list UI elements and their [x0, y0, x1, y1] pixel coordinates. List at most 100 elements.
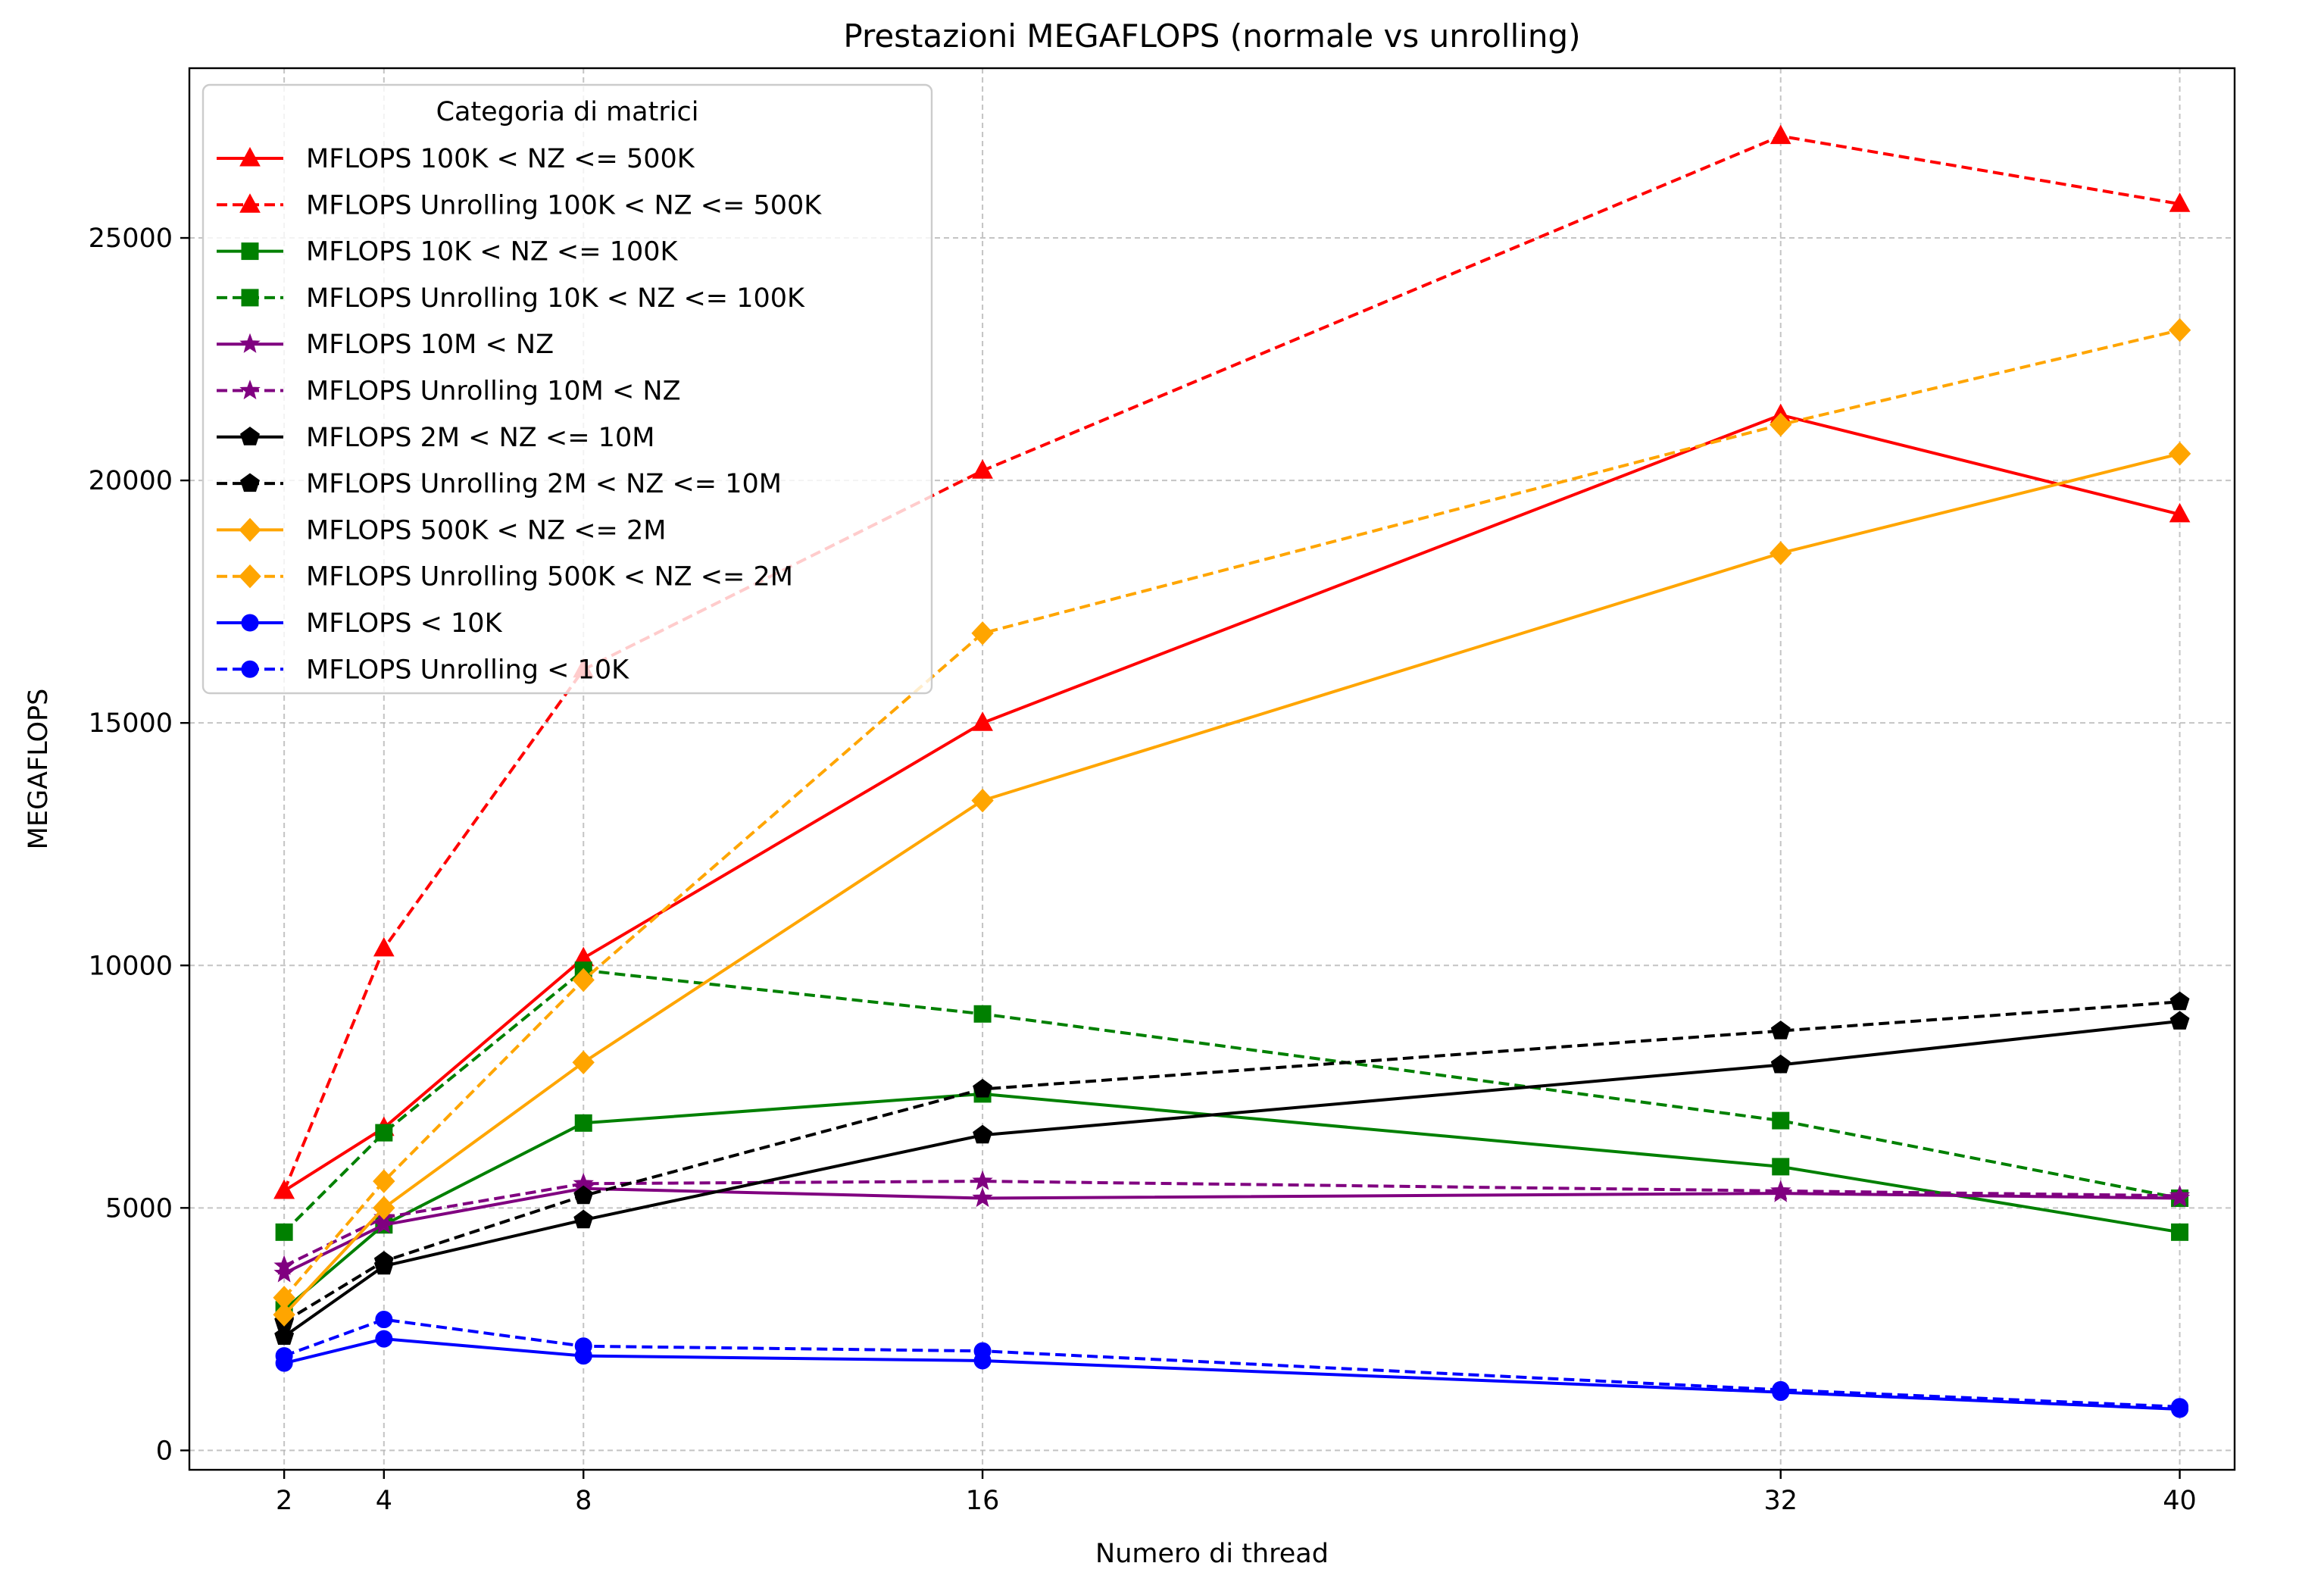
data-point	[2169, 1011, 2190, 1030]
legend-label: MFLOPS Unrolling 10M < NZ	[306, 377, 681, 407]
data-point	[2169, 502, 2191, 523]
data-point	[273, 1302, 295, 1327]
series-line	[283, 1092, 2180, 1311]
data-point	[973, 1078, 992, 1098]
series-line	[283, 328, 2181, 1299]
data-point	[1770, 412, 1792, 437]
axes: 2 4 8 16 32 40 0 5000 10000 15000 20000 25000	[89, 224, 2197, 1516]
x-tick-label: 16	[966, 1486, 1000, 1516]
data-point	[973, 1342, 992, 1360]
legend-marker	[241, 242, 259, 261]
series-line	[283, 1318, 2180, 1408]
legend-entry: MFLOPS 2M < NZ <= 10M	[217, 423, 654, 453]
legend-entry: MFLOPS Unrolling 500K < NZ <= 2M	[217, 562, 793, 592]
data-point	[1770, 541, 1792, 565]
legend-label: MFLOPS Unrolling < 10K	[306, 655, 629, 685]
legend-box	[201, 83, 933, 695]
y-tick-label: 25000	[89, 224, 173, 254]
data-point	[1770, 1054, 1791, 1074]
data-point	[375, 1330, 393, 1348]
legend-entry: MFLOPS 10K < NZ <= 100K	[217, 237, 679, 267]
data-point	[373, 936, 395, 957]
legend-entry: MFLOPS Unrolling 10K < NZ <= 100K	[217, 283, 805, 314]
legend-label: MFLOPS 10M < NZ	[306, 330, 554, 360]
series-mflops-unrolling-2m-nz-10m	[274, 991, 2190, 1330]
legend-marker	[239, 380, 261, 400]
data-point	[1772, 1111, 1790, 1130]
legend-entry: MFLOPS < 10K	[217, 608, 503, 639]
data-point	[973, 1124, 992, 1144]
series-line	[283, 1186, 2180, 1275]
data-point	[1770, 1021, 1791, 1039]
data-point	[2171, 1398, 2189, 1416]
legend-marker	[239, 517, 261, 542]
data-point	[972, 1187, 993, 1208]
series-line	[283, 452, 2181, 1316]
data-point	[574, 1337, 592, 1355]
x-tick-label: 32	[1763, 1486, 1798, 1516]
data-point	[972, 1170, 993, 1190]
y-tick-label: 5000	[105, 1193, 173, 1224]
data-point	[573, 1185, 594, 1205]
legend-label: MFLOPS 100K < NZ <= 500K	[306, 144, 695, 174]
legend-marker	[241, 289, 259, 307]
legend-marker	[239, 333, 261, 353]
x-tick-label: 40	[2163, 1486, 2197, 1516]
data-point	[275, 1347, 293, 1365]
data-point	[1772, 1158, 1790, 1176]
legend-label: MFLOPS < 10K	[306, 608, 503, 639]
data-point	[573, 1209, 594, 1229]
data-point	[2169, 991, 2190, 1011]
chart-title: Prestazioni MEGAFLOPS (normale vs unroll…	[843, 17, 1580, 55]
data-point	[273, 1179, 295, 1199]
legend-label: MFLOPS Unrolling 10K < NZ <= 100K	[306, 283, 805, 314]
legend-entries: MFLOPS 100K < NZ <= 500K MFLOPS Unrolling…	[217, 144, 822, 685]
series-line	[283, 968, 2180, 1233]
legend-entry: MFLOPS Unrolling < 10K	[217, 655, 629, 685]
data-point	[572, 1050, 595, 1075]
data-point	[1772, 1380, 1790, 1399]
data-point	[972, 459, 993, 479]
legend-entry: MFLOPS 10M < NZ	[217, 330, 554, 360]
x-tick-label: 2	[276, 1486, 292, 1516]
data-point	[274, 1326, 295, 1345]
legend-label: MFLOPS Unrolling 500K < NZ <= 2M	[306, 562, 793, 592]
data-point	[574, 1114, 592, 1132]
data-point	[972, 711, 993, 731]
data-point	[373, 1251, 394, 1270]
data-point	[572, 967, 595, 992]
legend-label: MFLOPS 2M < NZ <= 10M	[306, 423, 654, 453]
legend-marker	[241, 660, 259, 678]
y-axis-label: MEGAFLOPS	[23, 689, 54, 850]
data-point	[971, 788, 994, 813]
data-point	[375, 1124, 393, 1142]
data-point	[1770, 1180, 1791, 1200]
y-tick-label: 10000	[89, 951, 173, 981]
plot-frame	[188, 67, 2236, 1471]
series-line	[283, 1019, 2180, 1338]
data-point	[373, 1196, 395, 1221]
data-point	[2169, 1184, 2191, 1205]
legend-label: MFLOPS Unrolling 100K < NZ <= 500K	[306, 190, 822, 220]
series-mflops-unrolling-500k-nz-2m	[273, 317, 2191, 1310]
legend-marker	[239, 564, 261, 589]
legend-entry: MFLOPS Unrolling 2M < NZ <= 10M	[217, 469, 782, 499]
data-point	[1770, 124, 1791, 145]
data-point	[2168, 317, 2191, 342]
series-line	[283, 1000, 2180, 1324]
data-point	[375, 1311, 393, 1329]
y-tick-label: 0	[156, 1436, 173, 1466]
series-mflops-500k-nz-2m	[273, 442, 2191, 1327]
data-point	[2169, 192, 2191, 212]
data-point	[273, 1255, 295, 1275]
y-tick-label: 20000	[89, 466, 173, 496]
data-point	[2171, 1223, 2189, 1241]
data-point	[273, 1262, 295, 1283]
legend-label: MFLOPS Unrolling 2M < NZ <= 10M	[306, 469, 782, 499]
data-point	[273, 1286, 295, 1310]
legend: Categoria di matrici MFLOPS 100K < NZ <=…	[201, 83, 933, 695]
legend-marker	[239, 193, 261, 213]
legend-marker	[239, 146, 261, 167]
data-point	[973, 1005, 992, 1023]
